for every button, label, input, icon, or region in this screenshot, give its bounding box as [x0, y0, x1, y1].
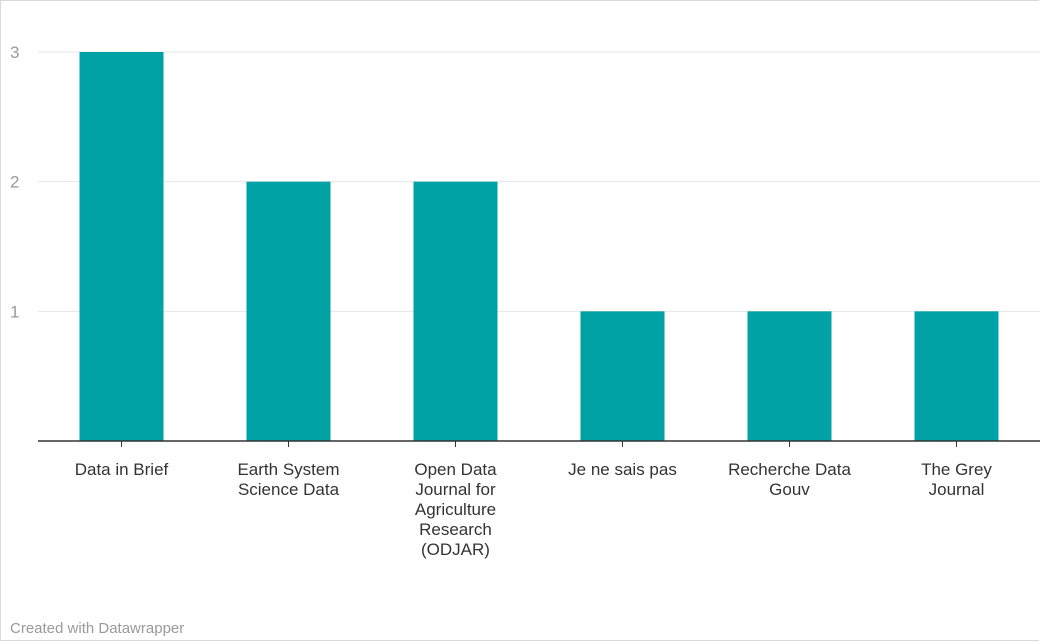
x-category-label: Recherche Data Gouv: [728, 460, 851, 499]
x-category-label: Earth System Science Data: [237, 460, 340, 499]
bar[interactable]: [747, 311, 832, 441]
y-tick-label: 2: [10, 173, 19, 192]
credit-text: Created with Datawrapper: [10, 620, 185, 637]
bar[interactable]: [580, 311, 665, 441]
bar[interactable]: [413, 181, 498, 441]
bar[interactable]: [246, 181, 331, 441]
x-category-label: Open Data Journal for Agriculture Resear…: [414, 460, 497, 559]
y-tick-label: 3: [10, 43, 19, 62]
y-tick-label: 1: [10, 302, 19, 321]
bar[interactable]: [914, 311, 999, 441]
x-category-label: Je ne sais pas: [568, 460, 677, 479]
x-category-label: Data in Brief: [74, 460, 169, 479]
x-category-label: The Grey Journal: [921, 460, 992, 499]
bar[interactable]: [79, 52, 164, 441]
